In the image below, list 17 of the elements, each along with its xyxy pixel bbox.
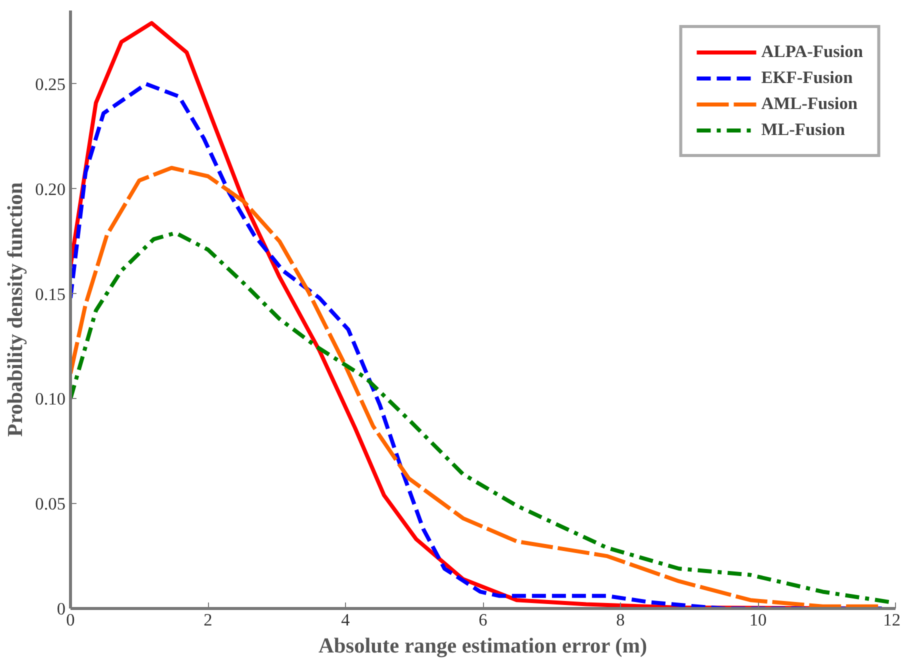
x-tick-label: 12	[883, 610, 900, 630]
y-tick-label: 0.25	[35, 74, 66, 94]
y-tick-label: 0.20	[35, 180, 66, 199]
x-tick-label: 8	[616, 610, 625, 630]
x-tick-label: 4	[341, 610, 350, 630]
y-tick-label: 0.15	[35, 284, 66, 304]
x-tick-label: 2	[204, 610, 212, 630]
legend-label: AML-Fusion	[761, 94, 858, 114]
x-tick-label: 6	[478, 610, 488, 630]
y-tick-label: 0.05	[35, 494, 66, 514]
legend-label: ML-Fusion	[761, 120, 846, 140]
x-tick-label: 10	[749, 610, 767, 630]
y-axis-title: Probability density function	[3, 182, 28, 437]
legend-label: ALPA-Fusion	[761, 42, 863, 62]
legend-label: EKF-Fusion	[761, 68, 853, 88]
y-tick-label: 0.10	[35, 390, 66, 409]
x-axis-title: Absolute range estimation error (m)	[318, 634, 648, 658]
